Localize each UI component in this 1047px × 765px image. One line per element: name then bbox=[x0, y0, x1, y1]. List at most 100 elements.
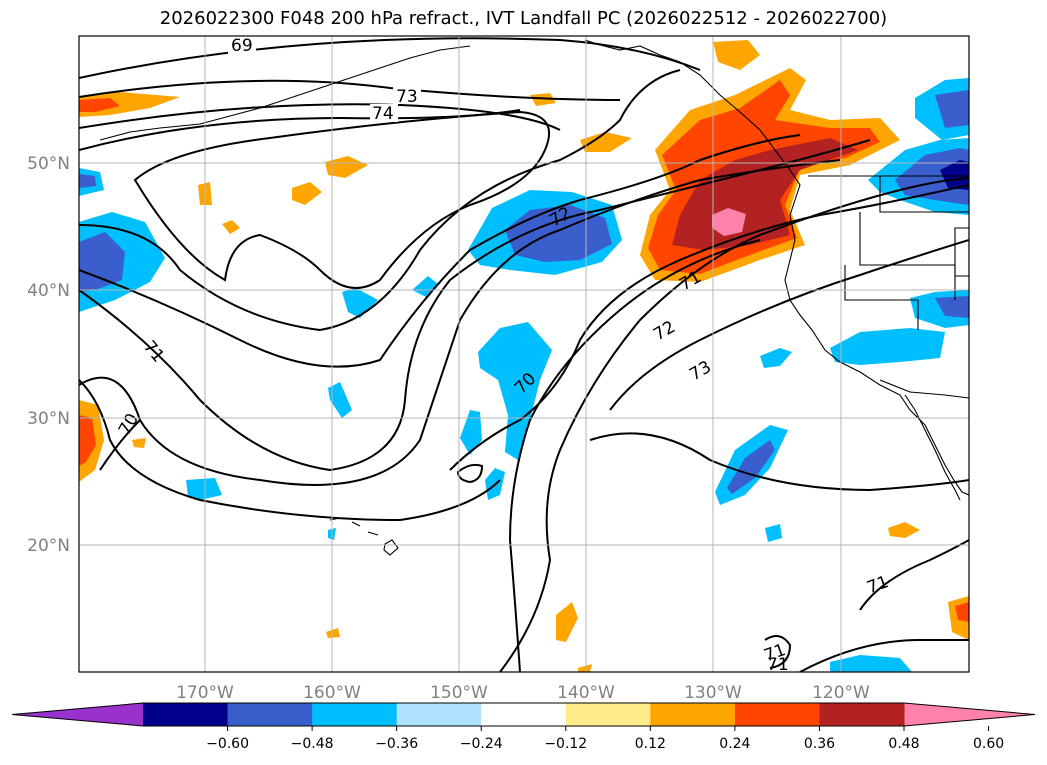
colorbar-tick-label: −0.24 bbox=[460, 736, 503, 752]
lon-tick-labels: 170°W 160°W 150°W 140°W 130°W 120°W bbox=[176, 683, 870, 703]
colorbar-segment bbox=[143, 703, 229, 726]
colorbar-tick-label: 0.24 bbox=[719, 736, 750, 752]
lat-tick-label: 30°N bbox=[27, 409, 70, 429]
border-us-mexico bbox=[879, 379, 969, 399]
lat-tick-labels: 50°N 40°N 30°N 20°N bbox=[27, 154, 70, 556]
shade-lightblue-19 bbox=[830, 655, 912, 672]
colorbar: −0.60 −0.48 −0.36 −0.24 −0.12 0.12 0.24 0.36 0.4… bbox=[11, 702, 1036, 752]
shade-orange-6 bbox=[292, 182, 322, 205]
lat-tick-label: 50°N bbox=[27, 154, 70, 174]
shade-orange-1 bbox=[713, 40, 760, 70]
border-states-3 bbox=[844, 265, 919, 330]
shade-lightblue-18 bbox=[765, 524, 782, 542]
shade-red-9 bbox=[79, 415, 96, 466]
shade-orange-8 bbox=[222, 220, 240, 234]
shade-red-14 bbox=[955, 602, 969, 622]
shade-orange-4 bbox=[530, 93, 556, 106]
contour-jet-south-1 bbox=[499, 177, 969, 672]
shade-mid-7 bbox=[79, 174, 96, 188]
contour-69 bbox=[79, 37, 701, 79]
colorbar-segment bbox=[481, 703, 567, 726]
shade-pink-core bbox=[712, 208, 746, 236]
colorbar-extend-low bbox=[12, 703, 143, 726]
colorbar-segment bbox=[396, 703, 482, 726]
contour-73-trough bbox=[79, 69, 681, 332]
state-box bbox=[954, 227, 969, 277]
contour-71-trough bbox=[79, 139, 871, 472]
gridlines bbox=[79, 36, 969, 672]
colorbar-segment bbox=[565, 703, 651, 726]
shade-lightblue-8 bbox=[186, 478, 222, 500]
colorbar-tick-label: −0.48 bbox=[291, 736, 334, 752]
contour-label: 74 bbox=[372, 104, 394, 124]
colorbar-segment bbox=[819, 703, 905, 726]
colorbar-segment bbox=[227, 703, 313, 726]
shade-lightblue-3 bbox=[460, 410, 482, 455]
map-title: 2026022300 F048 200 hPa refract., IVT La… bbox=[159, 8, 888, 29]
colorbar-tick-label: 0.48 bbox=[888, 736, 919, 752]
shade-lightblue-9 bbox=[342, 288, 378, 318]
shade-red-3 bbox=[79, 98, 120, 112]
lon-tick-label: 140°W bbox=[557, 683, 615, 703]
contour-label: 73 bbox=[396, 87, 418, 107]
shade-orange-13 bbox=[888, 522, 920, 538]
shade-orange-10 bbox=[132, 438, 146, 448]
contour-72-south bbox=[589, 432, 969, 492]
coastlines bbox=[99, 39, 969, 556]
shade-orange-12 bbox=[326, 628, 340, 638]
shade-orange-2 bbox=[580, 132, 632, 152]
lon-tick-label: 120°W bbox=[812, 683, 870, 703]
shade-mid-15 bbox=[935, 296, 969, 318]
colorbar-segment bbox=[650, 703, 736, 726]
contour-small-loop bbox=[456, 463, 484, 484]
contour-72-trough bbox=[79, 134, 801, 368]
colorbar-extend-high bbox=[904, 703, 1035, 726]
baja-california bbox=[904, 394, 961, 501]
shade-orange-3 bbox=[79, 92, 180, 117]
colorbar-tick-label: −0.60 bbox=[206, 736, 249, 752]
contour-lines bbox=[79, 37, 969, 672]
hawaii-islands bbox=[329, 517, 399, 556]
shade-orange-5 bbox=[325, 156, 368, 178]
lon-tick-label: 130°W bbox=[684, 683, 742, 703]
border-states-1 bbox=[879, 176, 969, 213]
contour-71-se-small bbox=[764, 635, 792, 669]
contour-73-south bbox=[609, 239, 969, 411]
shade-orange-15 bbox=[578, 664, 592, 672]
contour-jet-south-2 bbox=[508, 239, 761, 672]
contour-label: 69 bbox=[231, 36, 253, 56]
colorbar-tick-label: −0.36 bbox=[375, 736, 418, 752]
shade-mid-6 bbox=[79, 232, 125, 292]
lon-tick-label: 170°W bbox=[176, 683, 234, 703]
contour-70-trough bbox=[79, 159, 841, 486]
shade-dark-14 bbox=[940, 160, 969, 190]
shade-lightblue-2 bbox=[478, 322, 552, 460]
contour-71-south bbox=[79, 379, 501, 522]
shade-lightblue-10 bbox=[328, 382, 352, 418]
colorbar-tick-label: 0.36 bbox=[804, 736, 835, 752]
shading-positive bbox=[79, 40, 969, 672]
contour-70-inner bbox=[99, 184, 969, 471]
shade-lightblue-17 bbox=[760, 348, 792, 368]
contour-73-north bbox=[79, 79, 621, 101]
colorbar-segment bbox=[734, 703, 820, 726]
map-plot-area: 69 73 74 72 71 72 71 70 73 71 70 71 71 bbox=[79, 36, 969, 672]
shade-orange-11 bbox=[556, 602, 578, 642]
border-states-2 bbox=[859, 212, 956, 300]
contour-se-bottom bbox=[799, 639, 969, 672]
alaska-peninsula bbox=[99, 45, 471, 141]
colorbar-outline bbox=[11, 702, 1036, 727]
shade-mid-5 bbox=[727, 440, 775, 494]
shade-lightblue-16 bbox=[830, 328, 945, 365]
lat-tick-label: 40°N bbox=[27, 281, 70, 301]
colorbar-tick-label: −0.12 bbox=[544, 736, 587, 752]
lon-tick-label: 160°W bbox=[303, 683, 361, 703]
shade-mid-13 bbox=[935, 90, 969, 128]
colorbar-tick-label: 0.60 bbox=[973, 736, 1004, 752]
colorbar-segment bbox=[312, 703, 398, 726]
map-frame bbox=[78, 35, 970, 673]
lon-tick-label: 150°W bbox=[430, 683, 488, 703]
lat-tick-label: 20°N bbox=[27, 536, 70, 556]
colorbar-tick-label: 0.12 bbox=[635, 736, 666, 752]
